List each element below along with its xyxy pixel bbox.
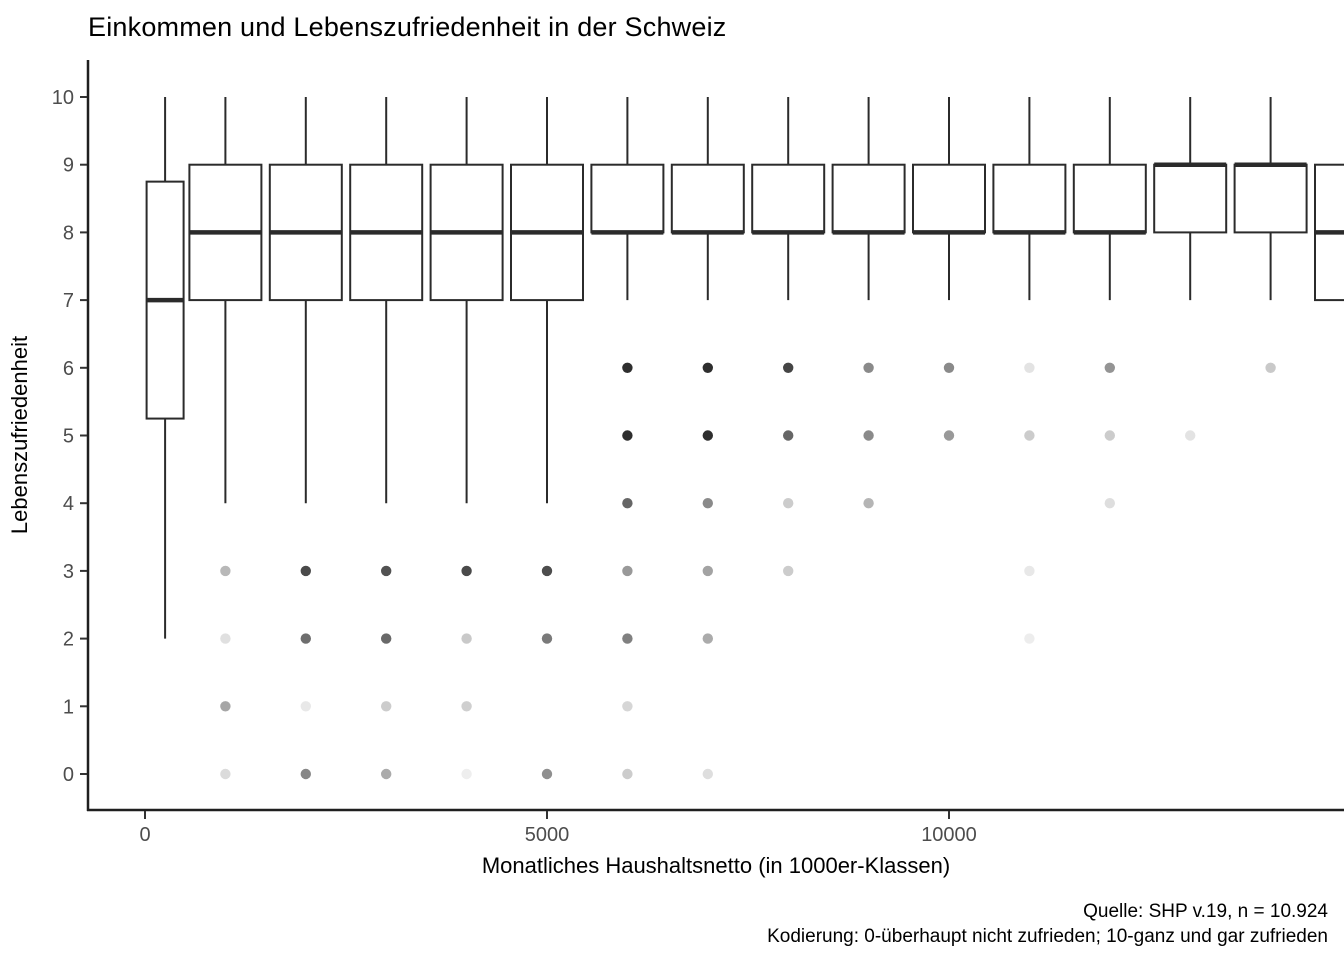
- y-tick-label: 10: [52, 87, 74, 109]
- outlier-point: [702, 430, 713, 441]
- outlier-point: [1185, 430, 1196, 441]
- outlier-point: [783, 498, 794, 509]
- outlier-point: [863, 362, 874, 373]
- caption: Quelle: SHP v.19, n = 10.924 Kodierung: …: [767, 899, 1328, 949]
- boxplot: [992, 97, 1067, 301]
- y-tick-label: 5: [63, 426, 74, 448]
- outlier-point: [300, 768, 311, 780]
- box: [751, 163, 826, 234]
- box: [831, 163, 906, 234]
- box: [1153, 163, 1228, 234]
- outlier-point: [300, 701, 311, 712]
- x-tick-label: 0: [139, 824, 150, 846]
- outlier-point: [1024, 362, 1035, 373]
- outlier-point: [943, 430, 955, 441]
- outlier-point: [220, 565, 231, 577]
- outlier-point: [702, 362, 713, 373]
- boxplot: [1314, 163, 1344, 302]
- outlier-point: [461, 701, 472, 712]
- y-tick-label: 1: [63, 696, 74, 718]
- outlier-point: [220, 633, 231, 644]
- outlier-point: [220, 701, 231, 712]
- boxplot: [751, 97, 826, 301]
- outlier-point: [381, 701, 392, 712]
- y-tick-label: 9: [63, 155, 74, 177]
- outlier-point: [622, 633, 633, 644]
- box: [992, 163, 1067, 234]
- outlier-point: [541, 768, 553, 780]
- outlier-point: [1104, 498, 1116, 509]
- box: [590, 163, 665, 234]
- boxplot: [912, 97, 986, 301]
- boxplot: [831, 97, 906, 301]
- outlier-point: [783, 430, 794, 441]
- x-axis-label: Monatliches Haushaltsnetto (in 1000er-Kl…: [481, 853, 951, 878]
- y-tick-label: 8: [63, 222, 74, 244]
- outlier-point: [1024, 633, 1035, 644]
- outlier-point: [702, 768, 713, 780]
- outlier-point: [541, 565, 553, 577]
- outlier-point: [300, 565, 311, 577]
- boxplot: [670, 97, 745, 301]
- x-tick-label: 5000: [525, 824, 570, 846]
- outlier-point: [541, 633, 553, 644]
- box: [912, 163, 986, 234]
- outlier-point: [461, 768, 472, 780]
- outlier-point: [1024, 430, 1035, 441]
- boxplot: [349, 97, 424, 504]
- outlier-point: [622, 362, 633, 373]
- boxplot: [590, 97, 665, 301]
- outlier-point: [863, 430, 874, 441]
- y-tick-label: 2: [63, 629, 74, 651]
- outlier-point: [702, 498, 713, 509]
- outlier-point: [622, 701, 633, 712]
- outlier-point: [381, 565, 392, 577]
- outlier-point: [1024, 565, 1035, 577]
- outlier-point: [381, 633, 392, 644]
- outlier-point: [783, 565, 794, 577]
- y-tick-label: 6: [63, 358, 74, 380]
- outlier-point: [1104, 362, 1116, 373]
- y-axis-label: Lebenszufriedenheit: [7, 336, 32, 534]
- outlier-point: [622, 565, 633, 577]
- boxplot: [1153, 97, 1228, 301]
- boxplot: [510, 97, 584, 504]
- boxplot: [188, 97, 263, 504]
- outlier-points: [220, 362, 1276, 780]
- outlier-point: [702, 565, 713, 577]
- outlier-point: [622, 430, 633, 441]
- outlier-point: [300, 633, 311, 644]
- chart-title: Einkommen und Lebenszufriedenheit in der…: [88, 12, 727, 42]
- y-tick-label: 4: [63, 493, 74, 515]
- outlier-point: [461, 565, 472, 577]
- outlier-point: [863, 498, 874, 509]
- boxplot: [429, 97, 504, 504]
- outlier-point: [783, 362, 794, 373]
- boxplot: [145, 97, 185, 639]
- boxplot: [1072, 97, 1147, 301]
- outlier-point: [622, 498, 633, 509]
- outlier-point: [1265, 362, 1276, 373]
- boxplot: [1233, 97, 1308, 301]
- outlier-point: [1104, 430, 1116, 441]
- box: [1233, 163, 1308, 234]
- x-tick-label: 10000: [921, 824, 977, 846]
- box: [1072, 163, 1147, 234]
- outlier-point: [381, 768, 392, 780]
- outlier-point: [702, 633, 713, 644]
- caption-coding-line: Kodierung: 0-überhaupt nicht zufrieden; …: [767, 926, 1328, 947]
- box: [670, 163, 745, 234]
- outlier-point: [220, 768, 231, 780]
- caption-source-line: Quelle: SHP v.19, n = 10.924: [1083, 901, 1328, 922]
- y-tick-label: 0: [63, 764, 74, 786]
- outlier-point: [943, 362, 955, 373]
- y-tick-label: 7: [63, 290, 74, 312]
- outlier-point: [622, 768, 633, 780]
- outlier-point: [461, 633, 472, 644]
- axes: 0 1 2 3 4 5 6 7 8 9 10 0 5000 10000 Lebenszufriedenhei…: [7, 60, 1344, 846]
- y-tick-label: 3: [63, 561, 74, 583]
- boxplot: [268, 97, 343, 504]
